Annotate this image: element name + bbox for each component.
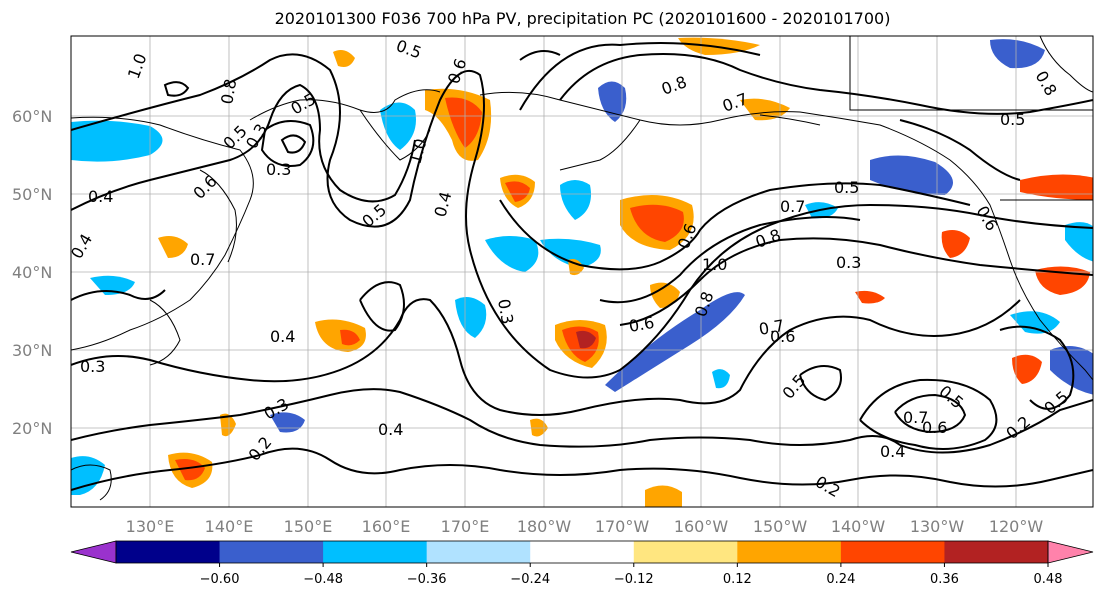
lat-label: 20°N — [12, 419, 52, 438]
colorbar-tick-label: −0.48 — [303, 572, 343, 587]
contour-label: 0.5 — [834, 178, 859, 197]
lat-label: 30°N — [12, 341, 52, 360]
lon-label: 130°W — [910, 517, 965, 536]
contour-label: 0.3 — [836, 253, 861, 272]
colorbar-tick-label: 0.12 — [723, 572, 752, 587]
colorbar-segment — [116, 541, 221, 563]
lon-label: 120°W — [989, 517, 1044, 536]
lon-label: 130°E — [126, 517, 175, 536]
colorbar-extension-high — [1047, 540, 1094, 564]
lat-label: 60°N — [12, 107, 52, 126]
lat-label: 40°N — [12, 263, 52, 282]
colorbar-tick-label: −0.36 — [407, 572, 447, 587]
colorbar-segment — [219, 541, 324, 563]
contour-label: 0.6 — [770, 327, 795, 346]
contour-label: 0.3 — [494, 297, 517, 325]
longitude-labels: 130°E 140°E 150°E 160°E 170°E 180°W 170°… — [126, 517, 1044, 536]
colorbar-outline — [115, 540, 1049, 564]
lon-label: 150°W — [753, 517, 808, 536]
colorbar-segment — [323, 541, 428, 563]
contour-label: 0.5 — [1000, 110, 1025, 129]
contour-label: 0.6 — [922, 418, 947, 437]
map-background — [71, 36, 1093, 507]
positive-precip-shading — [158, 37, 1093, 507]
colorbar-tick-label: −0.60 — [200, 572, 240, 587]
contour-label: 0.7 — [903, 408, 928, 427]
lon-label: 160°W — [674, 517, 729, 536]
contour-label: 0.4 — [378, 420, 403, 439]
contour-label: 0.4 — [88, 187, 113, 206]
contour-label: 0.6 — [627, 313, 655, 336]
map-title: 2020101300 F036 700 hPa PV, precipitatio… — [274, 9, 891, 28]
contour-label: 0.3 — [266, 160, 291, 179]
colorbar-tick-label: 0.48 — [1034, 572, 1063, 587]
lon-label: 180°W — [517, 517, 572, 536]
colorbar-segment — [633, 541, 738, 563]
colorbar-segments — [70, 540, 1094, 564]
colorbar-tick-label: −0.12 — [614, 572, 654, 587]
contour-label: 0.7 — [780, 197, 805, 216]
colorbar: −0.60 −0.48 −0.36 −0.24 −0.12 0.12 0.24 0.36 0.4… — [70, 540, 1094, 587]
map-frame — [70, 35, 1094, 508]
graticule — [71, 36, 1093, 507]
coastlines — [71, 36, 1093, 501]
lon-label: 140°E — [205, 517, 254, 536]
latitude-labels: 60°N 50°N 40°N 30°N 20°N — [12, 107, 52, 438]
lon-label: 160°E — [362, 517, 411, 536]
pv-contours — [71, 42, 1093, 491]
colorbar-extension-low — [70, 540, 117, 564]
colorbar-segment — [426, 541, 531, 563]
colorbar-segment — [737, 541, 842, 563]
contour-label: 0.4 — [270, 327, 295, 346]
colorbar-tick-label: 0.36 — [930, 572, 959, 587]
lon-label: 170°W — [595, 517, 650, 536]
lat-label: 50°N — [12, 185, 52, 204]
contour-label: 1.0 — [702, 255, 727, 274]
lon-label: 170°E — [441, 517, 490, 536]
colorbar-segment — [944, 541, 1049, 563]
contour-label: 0.3 — [80, 357, 105, 376]
colorbar-tick-label: 0.24 — [826, 572, 855, 587]
lon-label: 140°W — [831, 517, 886, 536]
colorbar-tick-label: −0.24 — [510, 572, 550, 587]
contour-label: 0.8 — [217, 77, 240, 105]
colorbar-segment — [840, 541, 945, 563]
colorbar-ticks: −0.60 −0.48 −0.36 −0.24 −0.12 0.12 0.24 0.36 0.4… — [200, 563, 1063, 587]
contour-label: 0.4 — [880, 442, 905, 461]
contour-label: 0.7 — [190, 250, 215, 269]
contour-label: 0.7 — [757, 316, 785, 339]
colorbar-segment — [530, 541, 635, 563]
lon-label: 150°E — [284, 517, 333, 536]
